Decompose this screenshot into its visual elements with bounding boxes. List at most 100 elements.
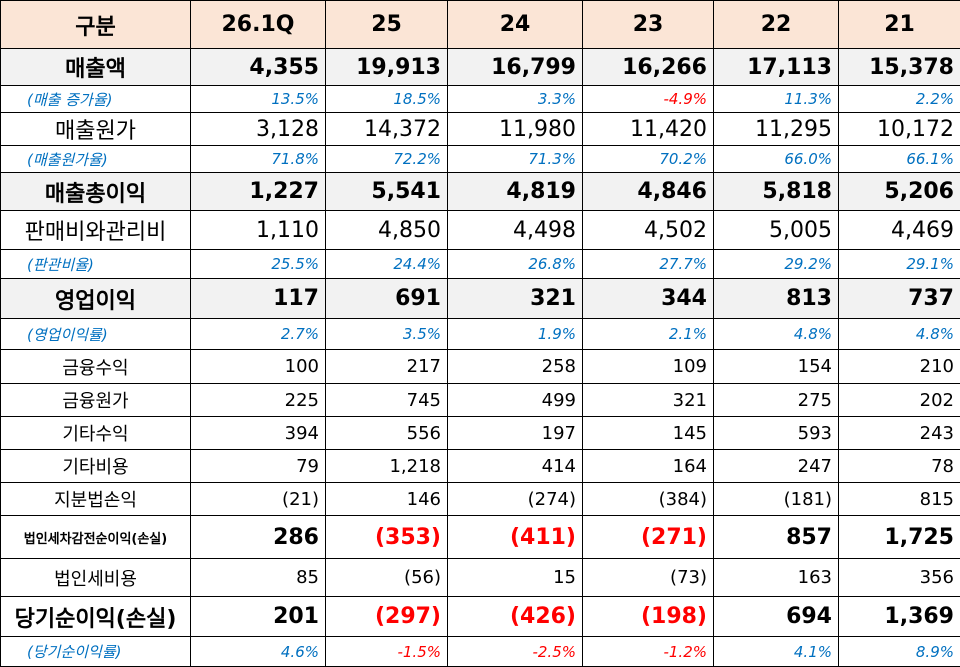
value-cell: (73) — [583, 559, 714, 597]
value-cell: 4,819 — [448, 173, 583, 211]
row-label: (판관비율) — [1, 250, 191, 279]
value-cell: 117 — [191, 279, 326, 319]
value-cell: (426) — [448, 597, 583, 637]
value-cell: 210 — [839, 350, 960, 384]
row-label: (영업이익률) — [1, 319, 191, 350]
value-cell: 3.3% — [448, 86, 583, 113]
value-cell: 24.4% — [326, 250, 448, 279]
value-cell: 1,227 — [191, 173, 326, 211]
value-cell: 593 — [714, 417, 839, 450]
value-cell: 694 — [714, 597, 839, 637]
row-label: (매출 증가율) — [1, 86, 191, 113]
value-cell: 5,206 — [839, 173, 960, 211]
value-cell: 275 — [714, 384, 839, 417]
row-label: 법인세비용 — [1, 559, 191, 597]
value-cell: 499 — [448, 384, 583, 417]
value-cell: (384) — [583, 483, 714, 516]
value-cell: -4.9% — [583, 86, 714, 113]
value-cell: 691 — [326, 279, 448, 319]
table-row: (매출 증가율)13.5%18.5%3.3%-4.9%11.3%2.2% — [1, 86, 960, 113]
table-row: 지분법손익(21)146(274)(384)(181)815 — [1, 483, 960, 516]
value-cell: 146 — [326, 483, 448, 516]
row-label: 지분법손익 — [1, 483, 191, 516]
value-cell: 10,172 — [839, 113, 960, 146]
header-cell: 26.1Q — [191, 1, 326, 49]
value-cell: 745 — [326, 384, 448, 417]
value-cell: 394 — [191, 417, 326, 450]
value-cell: (56) — [326, 559, 448, 597]
value-cell: 15 — [448, 559, 583, 597]
value-cell: 164 — [583, 450, 714, 483]
value-cell: 11,980 — [448, 113, 583, 146]
header-cell: 22 — [714, 1, 839, 49]
value-cell: (274) — [448, 483, 583, 516]
value-cell: 8.9% — [839, 637, 960, 667]
value-cell: 72.2% — [326, 146, 448, 173]
value-cell: 4,502 — [583, 211, 714, 250]
value-cell: 247 — [714, 450, 839, 483]
value-cell: 66.1% — [839, 146, 960, 173]
row-label: (당기순이익률) — [1, 637, 191, 667]
value-cell: (181) — [714, 483, 839, 516]
value-cell: 414 — [448, 450, 583, 483]
value-cell: 5,541 — [326, 173, 448, 211]
value-cell: 29.2% — [714, 250, 839, 279]
row-label: 법인세차감전순이익(손실) — [1, 516, 191, 559]
table-row: (판관비율)25.5%24.4%26.8%27.7%29.2%29.1% — [1, 250, 960, 279]
value-cell: 1,110 — [191, 211, 326, 250]
value-cell: 857 — [714, 516, 839, 559]
value-cell: 18.5% — [326, 86, 448, 113]
value-cell: 4,850 — [326, 211, 448, 250]
value-cell: 17,113 — [714, 49, 839, 86]
value-cell: 100 — [191, 350, 326, 384]
value-cell: 258 — [448, 350, 583, 384]
value-cell: 11,420 — [583, 113, 714, 146]
value-cell: 1,218 — [326, 450, 448, 483]
row-label: 금융원가 — [1, 384, 191, 417]
value-cell: 344 — [583, 279, 714, 319]
value-cell: 4.8% — [714, 319, 839, 350]
value-cell: 197 — [448, 417, 583, 450]
value-cell: (297) — [326, 597, 448, 637]
header-cell: 21 — [839, 1, 960, 49]
value-cell: 78 — [839, 450, 960, 483]
row-label: 매출원가 — [1, 113, 191, 146]
value-cell: 70.2% — [583, 146, 714, 173]
value-cell: 3.5% — [326, 319, 448, 350]
value-cell: 16,266 — [583, 49, 714, 86]
row-label: 매출총이익 — [1, 173, 191, 211]
value-cell: 4,469 — [839, 211, 960, 250]
value-cell: 11.3% — [714, 86, 839, 113]
value-cell: 4,355 — [191, 49, 326, 86]
value-cell: -2.5% — [448, 637, 583, 667]
value-cell: (21) — [191, 483, 326, 516]
value-cell: 4.6% — [191, 637, 326, 667]
value-cell: 2.1% — [583, 319, 714, 350]
row-label: 매출액 — [1, 49, 191, 86]
row-label: 기타비용 — [1, 450, 191, 483]
value-cell: 13.5% — [191, 86, 326, 113]
value-cell: 556 — [326, 417, 448, 450]
value-cell: 5,818 — [714, 173, 839, 211]
value-cell: 4,498 — [448, 211, 583, 250]
value-cell: 356 — [839, 559, 960, 597]
value-cell: (271) — [583, 516, 714, 559]
value-cell: 11,295 — [714, 113, 839, 146]
value-cell: 5,005 — [714, 211, 839, 250]
value-cell: 813 — [714, 279, 839, 319]
value-cell: 71.3% — [448, 146, 583, 173]
value-cell: 109 — [583, 350, 714, 384]
value-cell: 16,799 — [448, 49, 583, 86]
value-cell: 15,378 — [839, 49, 960, 86]
row-label: 영업이익 — [1, 279, 191, 319]
